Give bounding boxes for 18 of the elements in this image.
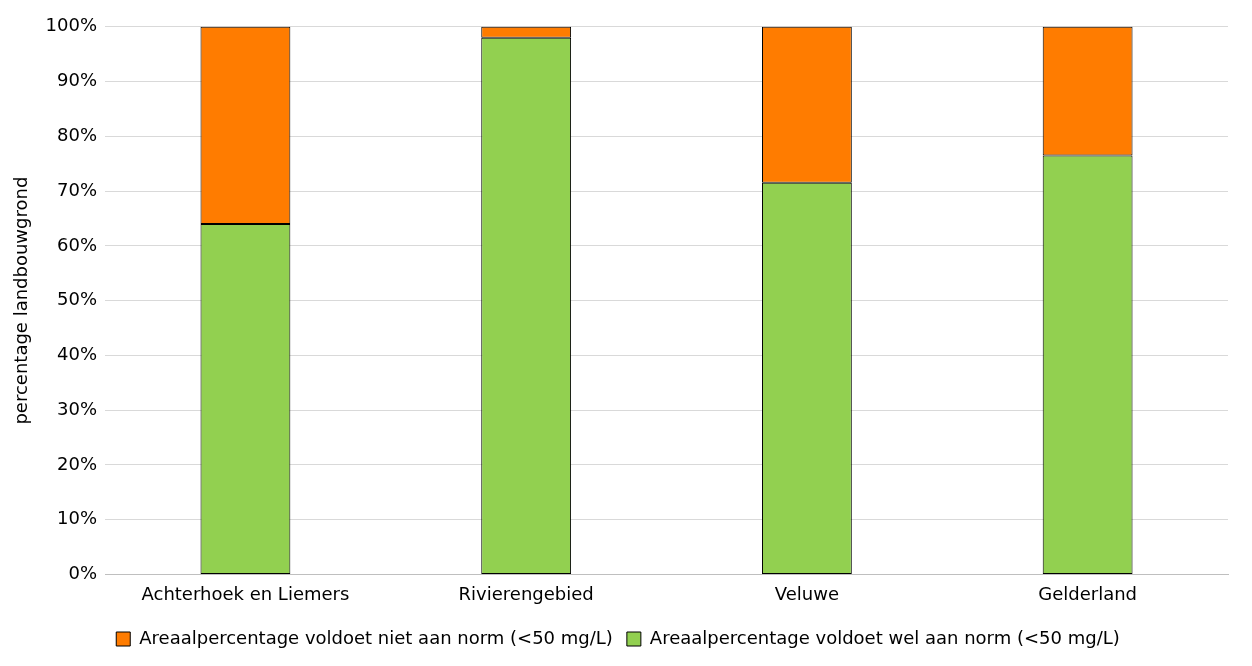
y-tick-label: 10% bbox=[57, 507, 98, 529]
y-tick-label: 90% bbox=[57, 69, 98, 91]
y-tick-label: 80% bbox=[57, 123, 98, 145]
y-tick-label: 50% bbox=[57, 288, 98, 310]
y-tick-label: 70% bbox=[57, 178, 98, 200]
legend-label: Areaalpercentage voldoet wel aan norm (<50 mg/L) bbox=[649, 626, 1120, 648]
y-tick-label: 60% bbox=[57, 233, 98, 255]
x-tick-label: Veluwe bbox=[774, 582, 839, 604]
y-tick-label: 40% bbox=[57, 343, 98, 365]
legend-label: Areaalpercentage voldoet niet aan norm (<50 mg/L) bbox=[139, 626, 613, 648]
x-tick-label: Achterhoek en Liemers bbox=[141, 582, 350, 604]
y-axis-title: percentage landbouwgrond bbox=[10, 176, 32, 425]
y-tick-label: 100% bbox=[45, 14, 98, 36]
y-tick-label: 30% bbox=[57, 397, 98, 419]
y-tick-label: 20% bbox=[57, 452, 98, 474]
x-tick-label: Gelderland bbox=[1038, 582, 1138, 604]
x-tick-label: Rivierengebied bbox=[458, 582, 594, 604]
y-tick-label: 0% bbox=[68, 562, 98, 584]
